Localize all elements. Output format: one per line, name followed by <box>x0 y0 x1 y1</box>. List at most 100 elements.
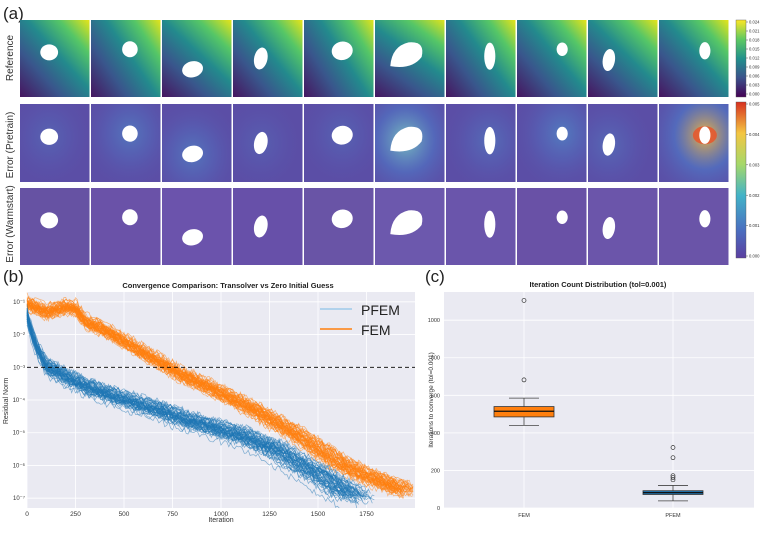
heatmap-error-warmstart-hole <box>182 229 204 246</box>
colorbar-viridis-tick-label: 0.003 <box>749 83 760 88</box>
heatmap-error-pretrain-hole <box>331 125 353 145</box>
convergence-run-line <box>26 305 400 497</box>
heatmap-error-pretrain-8 <box>517 104 587 182</box>
heatmap-error-pretrain-hole <box>40 128 59 145</box>
heatmap-error-warmstart-hole <box>40 212 59 229</box>
boxplot-fem <box>493 298 555 426</box>
boxplot-y-tick: 200 <box>431 468 440 474</box>
heatmap-error-warmstart-field <box>588 188 658 265</box>
convergence-y-tick: 10⁻³ <box>13 365 25 371</box>
convergence-y-tick: 10⁻⁶ <box>13 462 26 469</box>
heatmap-reference-4 <box>233 20 303 97</box>
heatmap-error-pretrain-glow <box>91 104 161 182</box>
heatmap-reference-hole <box>182 61 204 78</box>
convergence-series <box>26 292 414 509</box>
boxplot-outlier <box>670 477 676 483</box>
colorbar-jet-ticks: 0.000 0.001 0.002 0.003 0.004 0.005 <box>746 102 760 259</box>
heatmap-reference-5 <box>304 20 374 97</box>
heatmap-reference-3 <box>162 20 232 97</box>
heatmap-reference-field <box>162 20 232 97</box>
iteration-boxplot: 0 200 400 600 800 1000 FEM PFEM Iteration Count… <box>428 280 754 519</box>
convergence-run-line <box>26 302 414 491</box>
convergence-run-line <box>26 292 410 485</box>
heatmap-error-pretrain-2 <box>91 104 161 182</box>
boxplot-tick-labels: 0 200 400 600 800 1000 FEM PFEM <box>428 318 681 519</box>
convergence-y-tick: 10⁻² <box>13 333 25 339</box>
heatmap-error-pretrain-4 <box>233 104 303 182</box>
convergence-run-line <box>26 317 338 499</box>
heatmap-error-warmstart-2 <box>91 188 161 265</box>
heatmap-error-warmstart-field <box>233 188 303 265</box>
colorbar-viridis-tick-label: 0.024 <box>749 20 760 25</box>
heatmap-reference-field <box>91 20 161 97</box>
convergence-x-tick: 1500 <box>311 511 326 518</box>
heatmap-reference-8 <box>517 20 587 97</box>
convergence-run-line <box>26 296 398 491</box>
heatmap-error-pretrain-9 <box>588 104 658 182</box>
heatmap-reference-hole <box>122 41 138 58</box>
convergence-run-line <box>26 314 352 496</box>
heatmap-error-pretrain-hole <box>390 126 423 152</box>
legend-fem-label: FEM <box>361 322 391 338</box>
heatmap-grid <box>20 20 729 265</box>
convergence-x-tick: 1250 <box>262 511 277 518</box>
heatmap-reference-9 <box>588 20 658 97</box>
heatmap-error-warmstart-hole <box>556 210 568 225</box>
convergence-x-tick: 750 <box>167 511 178 518</box>
boxplot-y-tick: 800 <box>431 356 440 362</box>
boxplot-outlier <box>521 298 527 303</box>
heatmap-error-pretrain-7 <box>446 104 516 182</box>
boxplot-outlier <box>670 475 676 480</box>
heatmap-error-warmstart-8 <box>517 188 587 265</box>
colorbar-viridis-tick-label: 0.000 <box>749 92 760 97</box>
boxplot-ylabel: Iterations to converge (tol=0.001) <box>428 352 435 448</box>
heatmap-error-pretrain-glow <box>233 104 303 182</box>
colorbar-jet-tick-label: 0.001 <box>749 223 760 228</box>
convergence-run-line <box>26 319 359 504</box>
colorbar-jet-tick-label: 0.002 <box>749 193 760 198</box>
row-label-error-warmstart: Error (Warmstart) <box>5 185 16 262</box>
heatmap-error-pretrain-glow <box>659 104 729 182</box>
convergence-run-line <box>26 308 359 493</box>
convergence-run-line <box>26 313 356 498</box>
heatmap-error-warmstart-hole <box>699 210 711 228</box>
convergence-y-tick: 10⁻⁷ <box>13 495 25 502</box>
heatmap-error-pretrain-glow <box>446 104 516 182</box>
heatmap-error-warmstart-7 <box>446 188 516 265</box>
boxplot-title: Iteration Count Distribution (tol=0.001) <box>530 280 667 289</box>
colorbar-viridis-tick-label: 0.006 <box>749 74 760 79</box>
convergence-y-tick: 10⁻⁴ <box>13 397 26 404</box>
heatmap-reference-hole <box>40 44 59 61</box>
legend-pfem-label: PFEM <box>361 302 400 318</box>
heatmap-reference-hole <box>556 42 568 57</box>
heatmap-error-pretrain-hole <box>122 125 138 142</box>
boxplot-y-tick: 600 <box>431 393 440 399</box>
colorbar-jet-tick-label: 0.003 <box>749 162 760 167</box>
colorbar-viridis-ticks: 0.000 0.003 0.006 0.009 0.012 0.015 0.018 0.021… <box>746 20 760 97</box>
convergence-run-line <box>26 299 398 488</box>
heatmap-reference-10 <box>659 20 729 97</box>
row-label-reference: Reference <box>5 34 16 81</box>
colorbar-jet-tick-label: 0.004 <box>749 132 760 137</box>
heatmap-error-warmstart-4 <box>233 188 303 265</box>
panel-label-a: (a) <box>3 4 24 23</box>
heatmap-reference-hole <box>602 49 616 72</box>
heatmap-error-pretrain-6 <box>375 104 445 182</box>
boxplot-outlier <box>670 455 676 461</box>
convergence-y-tick: 10⁻⁵ <box>13 430 26 437</box>
heatmap-reference-hole <box>253 47 268 70</box>
heatmap-error-warmstart-field <box>91 188 161 265</box>
heatmap-error-pretrain-glow <box>588 104 658 182</box>
heatmap-reference-hole <box>484 42 496 70</box>
heatmap-error-warmstart-field <box>517 188 587 265</box>
heatmap-reference-field <box>446 20 516 97</box>
colorbar-jet-tick-label: 0.000 <box>749 254 760 259</box>
colorbar-jet-tick-label: 0.005 <box>749 102 760 107</box>
convergence-legend: PFEM FEM <box>320 302 400 338</box>
heatmap-error-warmstart-5 <box>304 188 374 265</box>
convergence-run-line <box>26 303 406 495</box>
convergence-chart: 0 250 500 750 1000 1250 1500 1750 10⁻¹ 10⁻² 10⁻³ 10… <box>3 281 415 524</box>
heatmap-error-pretrain-hole <box>556 126 568 141</box>
convergence-run-line <box>26 324 340 509</box>
